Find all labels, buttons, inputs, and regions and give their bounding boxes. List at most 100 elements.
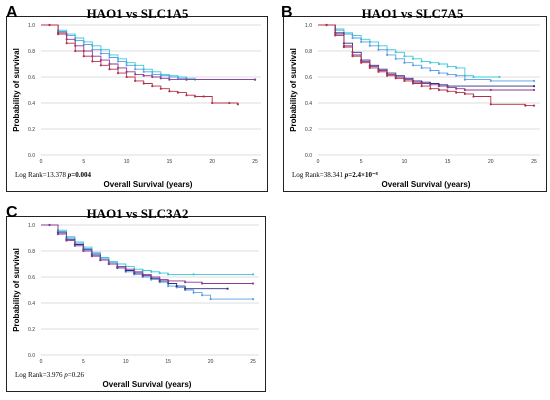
x-axis-title: Overall Survival (years) bbox=[382, 180, 471, 189]
x-tick-label: 15 bbox=[165, 359, 171, 365]
y-tick-label: 0.0 bbox=[305, 153, 312, 159]
censor-point bbox=[99, 64, 103, 67]
censor-point bbox=[73, 244, 77, 247]
x-tick-label: 20 bbox=[209, 159, 215, 165]
censor-point bbox=[455, 87, 458, 90]
x-tick-label: 20 bbox=[208, 359, 214, 365]
log-rank-value: Log Rank=3.976 bbox=[15, 371, 64, 379]
censor-point bbox=[107, 262, 110, 266]
censor-point bbox=[351, 36, 354, 40]
censor-point bbox=[142, 74, 145, 77]
panel-letter: A bbox=[6, 4, 18, 21]
censor-point bbox=[141, 269, 144, 272]
panel-c: 0.0 0.2 0.4 0.6 0.8 1.0 0 5 10 15 20 25 Overall Surv… bbox=[0, 200, 275, 400]
censor-point bbox=[133, 270, 136, 273]
censor-point bbox=[91, 60, 94, 63]
panel-title: HAO1 vs SLC3A2 bbox=[86, 206, 189, 221]
log-rank-annotation: Log Rank=13.378 p=0.004 bbox=[15, 171, 91, 179]
censor-point bbox=[420, 85, 423, 88]
censor-point bbox=[125, 70, 128, 73]
censor-point bbox=[429, 83, 432, 86]
censor-point bbox=[48, 223, 51, 227]
censor-point bbox=[201, 294, 204, 297]
panel-title: HAO1 vs SLC7A5 bbox=[361, 6, 464, 21]
censor-point bbox=[251, 298, 255, 301]
y-tick-label: 0.2 bbox=[305, 127, 312, 133]
censor-point bbox=[159, 87, 162, 90]
censor-point bbox=[251, 282, 255, 285]
censor-point bbox=[446, 90, 449, 93]
y-axis-title: Probability of survival bbox=[12, 48, 21, 132]
censor-point bbox=[489, 88, 492, 92]
censor-point bbox=[236, 103, 239, 106]
censor-point bbox=[429, 69, 432, 72]
censor-point bbox=[437, 85, 441, 88]
censor-point bbox=[134, 68, 137, 71]
censor-point bbox=[524, 104, 527, 107]
panel-letter: C bbox=[6, 204, 18, 221]
x-tick-label: 5 bbox=[360, 159, 363, 165]
censor-point bbox=[455, 74, 458, 77]
censor-point bbox=[532, 104, 536, 107]
censor-point bbox=[386, 53, 389, 57]
censor-point bbox=[498, 75, 501, 79]
censor-point bbox=[57, 33, 60, 36]
censor-point bbox=[168, 78, 171, 81]
survival-curve bbox=[41, 224, 253, 300]
censor-point bbox=[142, 70, 145, 73]
censor-point bbox=[209, 298, 212, 301]
x-tick-label: 10 bbox=[123, 359, 129, 365]
censor-point bbox=[65, 42, 68, 45]
censor-point bbox=[108, 56, 111, 59]
survival-curve bbox=[41, 24, 239, 105]
y-tick-label: 0.4 bbox=[28, 301, 35, 307]
panel-b: 0.0 0.2 0.4 0.6 0.8 1.0 0 5 10 15 20 25 Overall Surv… bbox=[275, 0, 550, 200]
censor-point bbox=[201, 282, 204, 285]
censor-point bbox=[116, 72, 120, 75]
x-tick-label: 20 bbox=[488, 159, 494, 165]
censor-point bbox=[150, 275, 153, 279]
censor-point bbox=[167, 285, 170, 288]
censor-point bbox=[74, 49, 77, 53]
survival-curve bbox=[41, 224, 228, 290]
y-tick-label: 0.6 bbox=[28, 275, 35, 281]
censor-point bbox=[463, 92, 466, 95]
censor-point bbox=[99, 52, 103, 55]
censor-point bbox=[472, 95, 475, 98]
p-label: p bbox=[63, 371, 68, 379]
censor-point bbox=[185, 78, 188, 81]
censor-point bbox=[151, 85, 154, 88]
censor-point bbox=[360, 40, 363, 43]
censor-point bbox=[184, 281, 187, 284]
censor-point bbox=[151, 75, 154, 79]
censor-point bbox=[489, 103, 492, 106]
censor-point bbox=[108, 68, 111, 71]
y-tick-label: 1.0 bbox=[305, 23, 312, 29]
x-tick-label: 15 bbox=[445, 159, 451, 165]
censor-point bbox=[411, 64, 415, 67]
censor-point bbox=[158, 272, 161, 275]
y-tick-label: 0.8 bbox=[28, 249, 35, 255]
censor-point bbox=[168, 75, 171, 79]
y-axis-title: Probability of survival bbox=[12, 248, 21, 332]
censor-point bbox=[377, 70, 380, 73]
censor-point bbox=[325, 23, 328, 27]
x-tick-label: 5 bbox=[82, 359, 85, 365]
km-plot: 0.0 0.2 0.4 0.6 0.8 1.0 0 5 10 15 20 25 Overall Surv… bbox=[12, 223, 259, 389]
censor-point bbox=[202, 95, 205, 98]
censor-point bbox=[159, 77, 162, 80]
censor-point bbox=[394, 51, 397, 54]
x-axis-title: Overall Survival (years) bbox=[103, 380, 192, 389]
y-tick-label: 1.0 bbox=[28, 223, 35, 229]
censor-point bbox=[167, 273, 170, 276]
censor-point bbox=[403, 55, 406, 58]
censor-point bbox=[351, 55, 354, 58]
censor-point bbox=[411, 57, 415, 60]
censor-point bbox=[420, 66, 423, 69]
y-axis-title: Probability of survival bbox=[289, 48, 298, 132]
censor-point bbox=[211, 101, 214, 105]
censor-point bbox=[124, 268, 127, 271]
y-tick-label: 0.6 bbox=[28, 75, 35, 81]
censor-point bbox=[437, 72, 441, 75]
censor-point bbox=[394, 57, 397, 60]
